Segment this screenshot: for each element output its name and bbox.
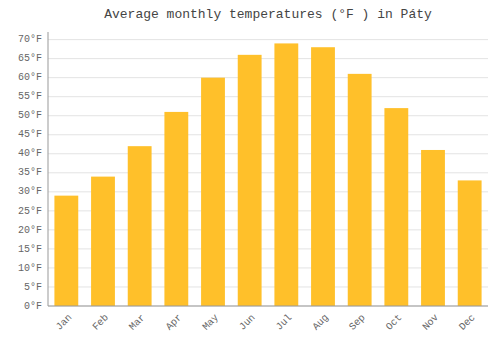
x-tick-label: May — [200, 312, 221, 333]
x-tick-label: Aug — [310, 312, 331, 333]
x-tick-label: Oct — [384, 312, 405, 333]
bar — [128, 146, 152, 306]
y-tick-label: 55°F — [18, 91, 42, 102]
bar — [201, 78, 225, 306]
y-tick-label: 70°F — [18, 34, 42, 45]
y-tick-label: 45°F — [18, 129, 42, 140]
y-tick-label: 65°F — [18, 53, 42, 64]
grid-line — [48, 115, 488, 116]
grid-line — [48, 96, 488, 97]
grid — [48, 40, 488, 306]
x-axis: Jan Feb Mar Apr May Jun Jul Aug Sep Oct Nov Dec — [54, 312, 478, 333]
y-tick-label: 15°F — [18, 244, 42, 255]
y-tick-label: 0°F — [24, 301, 42, 312]
y-tick-label: 50°F — [18, 110, 42, 121]
bar — [421, 150, 445, 306]
bar — [348, 74, 372, 306]
y-tick-label: 25°F — [18, 206, 42, 217]
grid-line — [48, 58, 488, 59]
x-tick-label: Sep — [347, 312, 368, 333]
grid-line — [48, 77, 488, 78]
grid-line — [48, 39, 488, 40]
y-axis: 0°F 5°F 10°F 15°F 20°F 25°F 30°F 35°F 40°F 45°F 50… — [18, 34, 42, 311]
x-tick-label: Feb — [90, 312, 111, 333]
grid-line — [48, 306, 488, 307]
y-tick-label: 60°F — [18, 72, 42, 83]
bar — [311, 47, 335, 306]
bars — [54, 43, 481, 306]
chart: 0°F 5°F 10°F 15°F 20°F 25°F 30°F 35°F 40°F 45°F 50… — [0, 0, 500, 350]
y-tick-label: 5°F — [24, 282, 42, 293]
y-tick-label: 20°F — [18, 225, 42, 236]
title: Average monthly temperatures (°F ) in Pá… — [104, 7, 432, 22]
bar — [91, 177, 115, 306]
x-tick-label: Jan — [54, 312, 75, 333]
bar — [458, 180, 482, 306]
x-tick-label: Jul — [274, 312, 295, 333]
bar — [54, 196, 78, 306]
x-tick-label: Jun — [237, 312, 258, 333]
chart-container: 0°F 5°F 10°F 15°F 20°F 25°F 30°F 35°F 40°F 45°F 50… — [0, 0, 500, 350]
bar — [238, 55, 262, 306]
y-tick-label: 10°F — [18, 263, 42, 274]
y-tick-label: 35°F — [18, 167, 42, 178]
bar — [164, 112, 188, 306]
x-tick-label: Mar — [127, 312, 148, 333]
bar — [384, 108, 408, 306]
grid-line — [48, 134, 488, 135]
bar — [274, 43, 298, 306]
y-axis-line — [48, 32, 49, 306]
y-tick-label: 30°F — [18, 186, 42, 197]
x-tick-label: Nov — [420, 312, 441, 333]
x-axis-line — [48, 306, 488, 307]
x-tick-label: Dec — [457, 312, 478, 333]
y-tick-label: 40°F — [18, 148, 42, 159]
x-tick-label: Apr — [164, 312, 185, 333]
